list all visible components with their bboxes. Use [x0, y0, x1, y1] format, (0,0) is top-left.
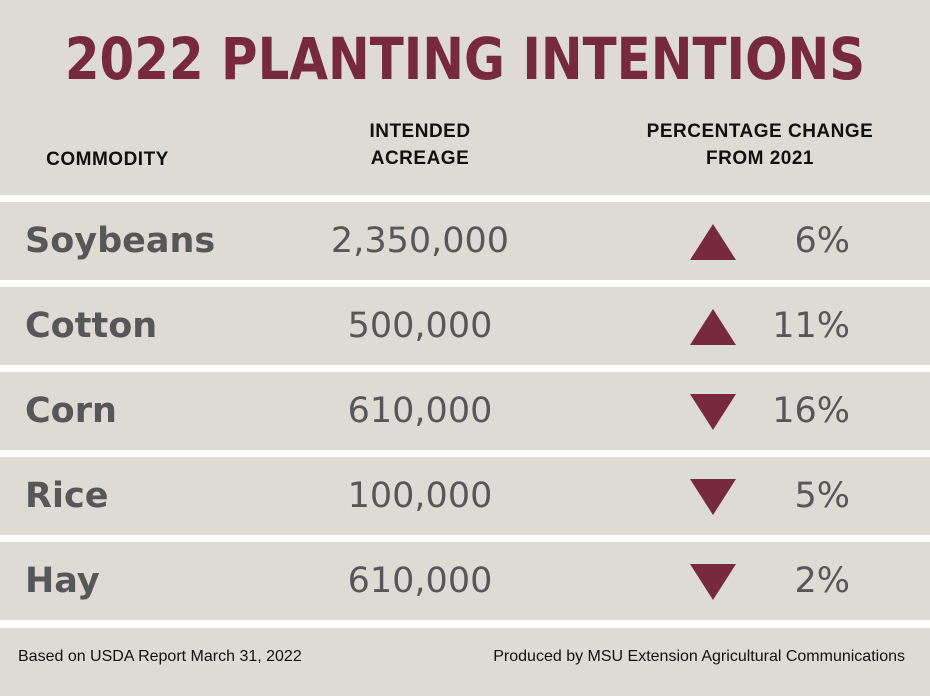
intended-acreage: 2,350,000 — [330, 221, 510, 261]
footer-band — [0, 628, 930, 696]
percentage-change: 16% — [772, 391, 850, 431]
page-title: 2022 PLANTING INTENTIONS — [64, 25, 866, 93]
header-acreage-line2: ACREAGE — [370, 148, 470, 169]
header-commodity: COMMODITY — [46, 149, 169, 170]
intended-acreage: 610,000 — [347, 391, 493, 431]
table-row: Soybeans 2,350,000 6% — [0, 202, 930, 280]
header-change: PERCENTAGE CHANGE FROM 2021 — [610, 118, 910, 172]
percentage-change: 6% — [794, 221, 850, 261]
triangle-up-icon — [690, 224, 736, 260]
table-row: Hay 610,000 2% — [0, 542, 930, 620]
footer-credit: Produced by MSU Extension Agricultural C… — [493, 648, 905, 665]
commodity-name: Rice — [25, 476, 109, 516]
header-acreage: INTENDED ACREAGE — [320, 118, 520, 172]
percentage-change: 5% — [794, 476, 850, 516]
intended-acreage: 100,000 — [347, 476, 493, 516]
intended-acreage: 610,000 — [347, 561, 493, 601]
commodity-name: Hay — [25, 561, 100, 601]
commodity-name: Soybeans — [25, 221, 216, 261]
header-change-line1: PERCENTAGE CHANGE — [646, 121, 874, 142]
header-change-line2: FROM 2021 — [706, 148, 814, 169]
table-row: Corn 610,000 16% — [0, 372, 930, 450]
header-band — [0, 0, 930, 195]
percentage-change: 11% — [772, 306, 850, 346]
triangle-down-icon — [690, 479, 736, 515]
intended-acreage: 500,000 — [347, 306, 493, 346]
footer-source: Based on USDA Report March 31, 2022 — [18, 648, 302, 665]
triangle-down-icon — [690, 394, 736, 430]
table-row: Rice 100,000 5% — [0, 457, 930, 535]
table-row: Cotton 500,000 11% — [0, 287, 930, 365]
commodity-name: Cotton — [25, 306, 158, 346]
commodity-name: Corn — [25, 391, 117, 431]
triangle-up-icon — [690, 309, 736, 345]
header-acreage-line1: INTENDED — [369, 121, 471, 142]
percentage-change: 2% — [794, 561, 850, 601]
triangle-down-icon — [690, 564, 736, 600]
